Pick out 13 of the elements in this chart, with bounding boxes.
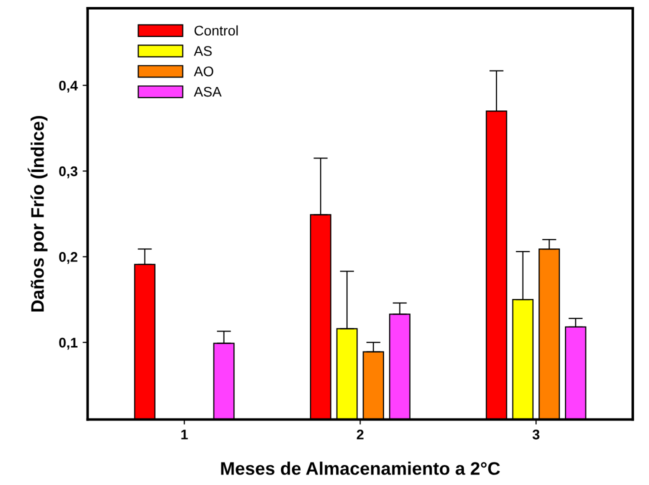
legend-label: AS: [194, 46, 212, 56]
y-tick-label: 0,1: [59, 338, 78, 350]
y-tick-label: 0,3: [59, 166, 78, 178]
x-tick-label: 2: [356, 430, 364, 440]
y-tick-label: 0,2: [59, 252, 78, 264]
legend-label: ASA: [194, 86, 222, 97]
x-tick-label: 1: [181, 430, 188, 440]
legend-label: Control: [194, 25, 238, 36]
x-axis-title: Meses de Almacenamiento a 2°C: [221, 462, 500, 475]
x-tick-label: 3: [532, 430, 540, 440]
legend-label: AO: [194, 66, 214, 76]
y-tick-label: 0,4: [59, 80, 78, 93]
y-axis-title: Daños por Frío (Índice): [28, 116, 48, 312]
